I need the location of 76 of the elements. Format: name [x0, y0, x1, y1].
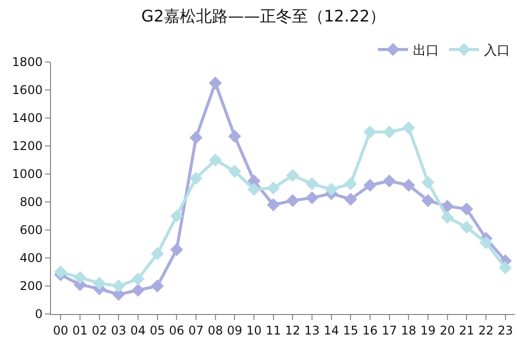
point	[306, 177, 318, 190]
x-tick-label: 14	[324, 323, 339, 338]
y-tick-label: 1000	[12, 167, 43, 182]
point	[422, 176, 434, 189]
point	[306, 191, 318, 204]
x-tick-label: 22	[478, 323, 494, 338]
point	[248, 182, 260, 196]
point	[54, 266, 68, 278]
x-tick-label: 10	[246, 323, 262, 338]
point	[190, 131, 202, 144]
x-tick-label: 18	[401, 323, 416, 338]
y-tick-label: 200	[20, 279, 43, 294]
point	[150, 280, 164, 292]
x-tick-label: 07	[188, 323, 204, 338]
point	[190, 172, 202, 185]
x-tick-label: 05	[150, 323, 165, 338]
point	[228, 164, 242, 178]
y-tick-label: 400	[20, 251, 43, 266]
legend-label: 入口	[484, 44, 510, 59]
x-tick-label: 20	[440, 323, 455, 338]
x-tick-label: 21	[459, 323, 474, 338]
point	[112, 280, 126, 292]
point	[364, 178, 376, 192]
point	[440, 210, 454, 224]
point	[266, 182, 280, 194]
legend-label: 出口	[413, 44, 439, 59]
x-tick-label: 17	[382, 323, 397, 338]
point	[170, 210, 184, 222]
y-tick-label: 1600	[12, 83, 43, 98]
point	[498, 261, 512, 274]
chart-title: G2嘉松北路——正冬至（12.22）	[141, 6, 386, 26]
y-tick-label: 1400	[12, 111, 43, 126]
x-tick-label: 01	[72, 323, 88, 338]
x-tick-label: 15	[343, 323, 358, 338]
point	[402, 121, 416, 134]
x-tick-label: 02	[92, 323, 107, 338]
point	[132, 272, 144, 286]
point	[170, 243, 184, 256]
point	[92, 276, 106, 290]
y-tick-label: 0	[34, 307, 43, 322]
point	[382, 174, 396, 188]
x-tick-label: 23	[498, 323, 513, 338]
point	[208, 76, 222, 90]
x-tick-label: 03	[111, 323, 126, 338]
x-tick-label: 16	[362, 323, 378, 338]
point	[228, 130, 242, 143]
point	[402, 178, 416, 192]
x-tick-label: 19	[420, 323, 436, 338]
point	[422, 194, 434, 208]
x-tick-label: 13	[304, 323, 320, 338]
x-tick-label: 11	[266, 323, 281, 338]
point	[460, 220, 474, 234]
x-tick-label: 08	[208, 323, 223, 338]
point	[460, 202, 474, 216]
point	[132, 284, 144, 297]
point	[150, 247, 164, 260]
point	[480, 236, 492, 250]
y-tick-label: 1200	[12, 139, 43, 154]
point	[344, 192, 358, 206]
y-tick-label: 600	[20, 223, 43, 238]
x-tick-label: 06	[169, 323, 184, 338]
x-tick-label: 04	[130, 323, 146, 338]
point	[266, 198, 280, 212]
point	[208, 154, 222, 166]
y-tick-label: 800	[20, 195, 43, 210]
x-tick-label: 00	[53, 323, 68, 338]
point	[344, 177, 358, 190]
point	[364, 126, 376, 138]
point	[324, 182, 338, 196]
x-tick-label: 12	[285, 323, 300, 338]
y-tick-label: 1800	[12, 55, 43, 70]
x-tick-label: 09	[227, 323, 242, 338]
point	[286, 168, 300, 182]
point	[74, 271, 86, 284]
point	[286, 194, 300, 208]
point	[382, 126, 396, 138]
